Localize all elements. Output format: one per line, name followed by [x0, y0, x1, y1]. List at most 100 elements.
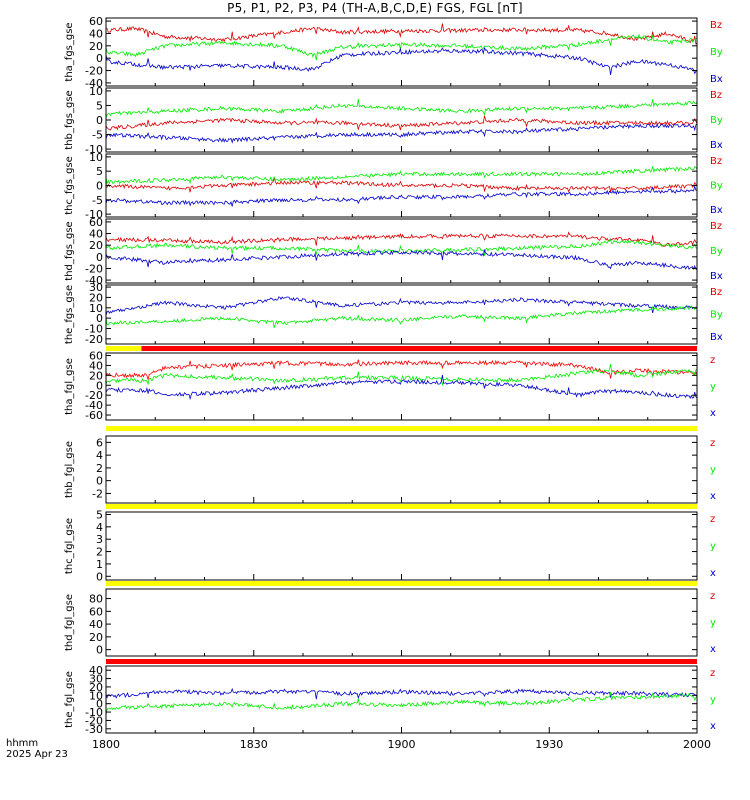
status-bar-8-0	[106, 581, 697, 586]
ytick-label-1-0: -10	[85, 143, 103, 156]
legend-6-z: z	[710, 438, 715, 449]
ytick-label-1-3: 5	[96, 99, 103, 112]
legend-6-x: x	[710, 491, 716, 502]
status-bar-9-0	[106, 659, 697, 664]
status-bar-7-0	[106, 504, 697, 509]
ytick-label-8-2: 40	[89, 618, 103, 631]
ytick-label-7-0: 0	[96, 570, 103, 583]
ylabel-4: the_fgs_gse	[64, 285, 75, 344]
ylabel-1: thb_fgs_gse	[64, 90, 75, 149]
legend-4-Bz: Bz	[710, 287, 722, 298]
ytick-label-6-4: 6	[96, 436, 103, 449]
series-5-x	[105, 374, 698, 401]
panel-frame-8	[105, 588, 698, 657]
legend-9-y: y	[710, 695, 716, 706]
ytick-label-2-2: 0	[96, 180, 103, 193]
legend-4-Bx: Bx	[710, 332, 723, 343]
series-5-y	[105, 364, 698, 386]
series-3-Bz	[105, 231, 698, 247]
ytick-label-9-6: 30	[89, 673, 103, 686]
panel-frame-1	[105, 87, 698, 153]
series-2-By	[105, 166, 698, 186]
ytick-label-0-2: 0	[96, 52, 103, 65]
legend-7-y: y	[710, 541, 716, 552]
ytick-label-7-2: 2	[96, 546, 103, 559]
ylabel-3: thd_fgs_gse	[64, 221, 75, 280]
ytick-label-4-4: 20	[89, 291, 103, 304]
ylabel-0: tha_fgs_gse	[64, 22, 75, 81]
legend-9-x: x	[710, 721, 716, 732]
ytick-label-0-4: 40	[89, 27, 103, 40]
ytick-label-5-5: 40	[89, 359, 103, 372]
ytick-label-5-1: -40	[85, 399, 103, 412]
legend-4-By: By	[710, 310, 723, 321]
ytick-label-2-0: -10	[85, 208, 103, 221]
ytick-label-8-1: 20	[89, 631, 103, 644]
ytick-label-9-4: 10	[89, 689, 103, 702]
ytick-label-5-6: 60	[89, 349, 103, 362]
legend-0-By: By	[710, 47, 723, 58]
ytick-label-8-3: 60	[89, 605, 103, 618]
status-bar-5-1	[141, 346, 697, 351]
legend-2-Bz: Bz	[710, 156, 722, 167]
ytick-label-5-4: 20	[89, 369, 103, 382]
legend-5-y: y	[710, 382, 716, 393]
xtick-label-3: 1930	[535, 738, 563, 751]
ytick-label-4-5: 30	[89, 281, 103, 294]
ytick-label-4-0: -20	[85, 333, 103, 346]
ytick-label-4-3: 10	[89, 302, 103, 315]
xtick-label-4: 2000	[683, 738, 711, 751]
ytick-label-3-3: 20	[89, 239, 103, 252]
series-1-Bx	[105, 122, 698, 144]
series-3-By	[105, 238, 698, 256]
panel-frame-9	[105, 665, 698, 734]
ytick-label-7-5: 5	[96, 508, 103, 521]
legend-3-Bx: Bx	[710, 271, 723, 282]
series-3-Bx	[105, 248, 698, 271]
ytick-label-0-5: 60	[89, 15, 103, 28]
ytick-label-8-0: 0	[96, 644, 103, 657]
ytick-label-2-3: 5	[96, 165, 103, 178]
series-9-x	[105, 687, 698, 700]
legend-5-x: x	[710, 408, 716, 419]
legend-9-z: z	[710, 668, 715, 679]
legend-7-x: x	[710, 568, 716, 579]
legend-0-Bz: Bz	[710, 20, 722, 31]
ytick-label-4-1: -10	[85, 322, 103, 335]
panel-frame-5	[105, 352, 698, 421]
ytick-label-9-3: 0	[96, 698, 103, 711]
status-bar-6-0	[106, 426, 697, 431]
series-9-y	[105, 691, 698, 715]
ytick-label-3-2: 0	[96, 251, 103, 264]
series-4-By	[105, 305, 698, 329]
series-0-By	[105, 33, 698, 61]
ylabel-2: thc_fgs_gse	[64, 156, 75, 215]
ytick-label-6-0: -2	[92, 487, 103, 500]
legend-3-By: By	[710, 246, 723, 257]
series-1-By	[105, 98, 698, 119]
panel-frame-7	[105, 511, 698, 581]
ytick-label-7-3: 3	[96, 533, 103, 546]
ytick-label-9-1: -20	[85, 714, 103, 727]
time-unit-label: hhmm	[6, 738, 39, 749]
panel-frame-4	[105, 284, 698, 345]
series-4-Bx	[105, 296, 698, 316]
ytick-label-6-3: 4	[96, 449, 103, 462]
chart-title: P5, P1, P2, P3, P4 (TH-A,B,C,D,E) FGS, F…	[227, 1, 523, 15]
xtick-label-0: 1800	[92, 738, 120, 751]
legend-7-z: z	[710, 514, 715, 525]
legend-0-Bx: Bx	[710, 74, 723, 85]
status-bar-5-0	[106, 346, 142, 351]
series-2-Bx	[105, 184, 698, 207]
legend-2-Bx: Bx	[710, 205, 723, 216]
ytick-label-3-5: 60	[89, 216, 103, 229]
ytick-label-3-4: 40	[89, 228, 103, 241]
ytick-label-6-2: 2	[96, 462, 103, 475]
ylabel-7: thc_fgl_gse	[64, 518, 75, 574]
legend-5-z: z	[710, 355, 715, 366]
ytick-label-7-4: 4	[96, 521, 103, 534]
legend-3-Bz: Bz	[710, 221, 722, 232]
legend-1-Bx: Bx	[710, 140, 723, 151]
ytick-label-2-1: -5	[92, 194, 103, 207]
ytick-label-2-4: 10	[89, 151, 103, 164]
